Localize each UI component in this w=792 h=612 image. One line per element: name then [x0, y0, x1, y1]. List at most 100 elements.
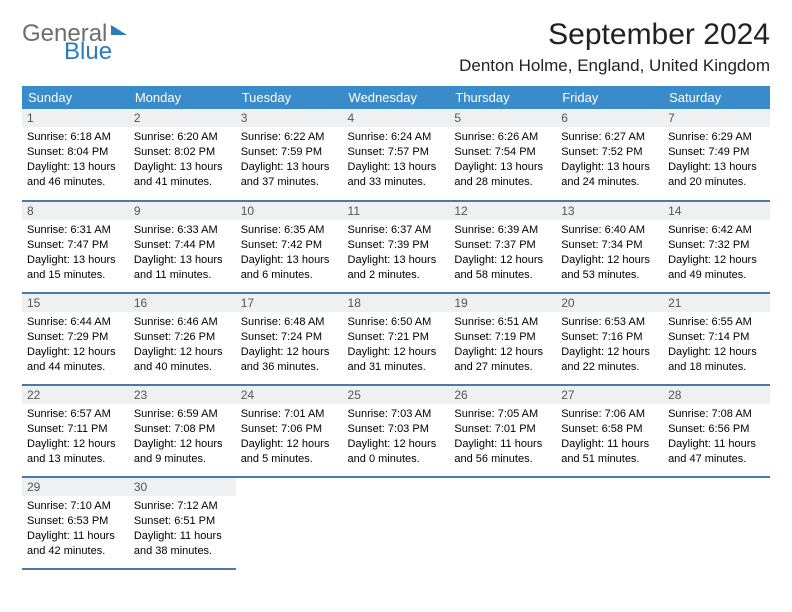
- day-number: 3: [236, 109, 343, 127]
- day-body: Sunrise: 6:50 AMSunset: 7:21 PMDaylight:…: [343, 312, 450, 380]
- calendar-cell: 24Sunrise: 7:01 AMSunset: 7:06 PMDayligh…: [236, 385, 343, 477]
- weekday-header: Thursday: [449, 86, 556, 109]
- calendar-cell: 22Sunrise: 6:57 AMSunset: 7:11 PMDayligh…: [22, 385, 129, 477]
- calendar-cell: 25Sunrise: 7:03 AMSunset: 7:03 PMDayligh…: [343, 385, 450, 477]
- calendar-cell: 19Sunrise: 6:51 AMSunset: 7:19 PMDayligh…: [449, 293, 556, 385]
- weekday-header: Monday: [129, 86, 236, 109]
- calendar-head: SundayMondayTuesdayWednesdayThursdayFrid…: [22, 86, 770, 109]
- calendar-cell: 18Sunrise: 6:50 AMSunset: 7:21 PMDayligh…: [343, 293, 450, 385]
- day-body: Sunrise: 6:51 AMSunset: 7:19 PMDaylight:…: [449, 312, 556, 380]
- day-number: 20: [556, 294, 663, 312]
- day-body: Sunrise: 7:01 AMSunset: 7:06 PMDaylight:…: [236, 404, 343, 472]
- weekday-header: Saturday: [663, 86, 770, 109]
- calendar-cell: 1Sunrise: 6:18 AMSunset: 8:04 PMDaylight…: [22, 109, 129, 201]
- day-number: 23: [129, 386, 236, 404]
- calendar-cell: 15Sunrise: 6:44 AMSunset: 7:29 PMDayligh…: [22, 293, 129, 385]
- day-body: Sunrise: 7:10 AMSunset: 6:53 PMDaylight:…: [22, 496, 129, 564]
- day-body: Sunrise: 6:18 AMSunset: 8:04 PMDaylight:…: [22, 127, 129, 195]
- day-number: 27: [556, 386, 663, 404]
- day-number: 25: [343, 386, 450, 404]
- day-number: 1: [22, 109, 129, 127]
- day-body: Sunrise: 6:31 AMSunset: 7:47 PMDaylight:…: [22, 220, 129, 288]
- calendar-cell: 21Sunrise: 6:55 AMSunset: 7:14 PMDayligh…: [663, 293, 770, 385]
- calendar-cell: [663, 477, 770, 569]
- weekday-header: Wednesday: [343, 86, 450, 109]
- day-body: Sunrise: 7:06 AMSunset: 6:58 PMDaylight:…: [556, 404, 663, 472]
- day-number: 29: [22, 478, 129, 496]
- calendar-body: 1Sunrise: 6:18 AMSunset: 8:04 PMDaylight…: [22, 109, 770, 569]
- day-number: 5: [449, 109, 556, 127]
- logo-line2: Blue: [64, 40, 127, 64]
- calendar-cell: 27Sunrise: 7:06 AMSunset: 6:58 PMDayligh…: [556, 385, 663, 477]
- calendar-cell: 11Sunrise: 6:37 AMSunset: 7:39 PMDayligh…: [343, 201, 450, 293]
- day-number: 12: [449, 202, 556, 220]
- day-number: 11: [343, 202, 450, 220]
- day-body: Sunrise: 6:26 AMSunset: 7:54 PMDaylight:…: [449, 127, 556, 195]
- calendar-cell: 16Sunrise: 6:46 AMSunset: 7:26 PMDayligh…: [129, 293, 236, 385]
- calendar-cell: 12Sunrise: 6:39 AMSunset: 7:37 PMDayligh…: [449, 201, 556, 293]
- calendar-cell: 20Sunrise: 6:53 AMSunset: 7:16 PMDayligh…: [556, 293, 663, 385]
- logo: General Blue: [22, 18, 127, 64]
- day-number: 9: [129, 202, 236, 220]
- weekday-header: Friday: [556, 86, 663, 109]
- day-number: 7: [663, 109, 770, 127]
- day-number: 30: [129, 478, 236, 496]
- day-body: Sunrise: 6:57 AMSunset: 7:11 PMDaylight:…: [22, 404, 129, 472]
- day-number: 22: [22, 386, 129, 404]
- day-body: Sunrise: 6:27 AMSunset: 7:52 PMDaylight:…: [556, 127, 663, 195]
- calendar-cell: [556, 477, 663, 569]
- title-block: September 2024 Denton Holme, England, Un…: [459, 18, 770, 76]
- calendar-cell: 28Sunrise: 7:08 AMSunset: 6:56 PMDayligh…: [663, 385, 770, 477]
- day-body: Sunrise: 6:53 AMSunset: 7:16 PMDaylight:…: [556, 312, 663, 380]
- day-body: Sunrise: 6:59 AMSunset: 7:08 PMDaylight:…: [129, 404, 236, 472]
- day-body: Sunrise: 7:08 AMSunset: 6:56 PMDaylight:…: [663, 404, 770, 472]
- calendar-cell: [343, 477, 450, 569]
- calendar-cell: 29Sunrise: 7:10 AMSunset: 6:53 PMDayligh…: [22, 477, 129, 569]
- day-body: Sunrise: 7:05 AMSunset: 7:01 PMDaylight:…: [449, 404, 556, 472]
- day-body: Sunrise: 6:40 AMSunset: 7:34 PMDaylight:…: [556, 220, 663, 288]
- calendar-cell: 2Sunrise: 6:20 AMSunset: 8:02 PMDaylight…: [129, 109, 236, 201]
- calendar-cell: 3Sunrise: 6:22 AMSunset: 7:59 PMDaylight…: [236, 109, 343, 201]
- day-number: 4: [343, 109, 450, 127]
- calendar-cell: 17Sunrise: 6:48 AMSunset: 7:24 PMDayligh…: [236, 293, 343, 385]
- day-body: Sunrise: 6:33 AMSunset: 7:44 PMDaylight:…: [129, 220, 236, 288]
- day-number: 13: [556, 202, 663, 220]
- logo-triangle-icon: [111, 25, 127, 35]
- day-body: Sunrise: 6:48 AMSunset: 7:24 PMDaylight:…: [236, 312, 343, 380]
- day-body: Sunrise: 6:39 AMSunset: 7:37 PMDaylight:…: [449, 220, 556, 288]
- day-number: 14: [663, 202, 770, 220]
- day-number: 8: [22, 202, 129, 220]
- day-body: Sunrise: 6:29 AMSunset: 7:49 PMDaylight:…: [663, 127, 770, 195]
- calendar-cell: 26Sunrise: 7:05 AMSunset: 7:01 PMDayligh…: [449, 385, 556, 477]
- calendar-cell: 13Sunrise: 6:40 AMSunset: 7:34 PMDayligh…: [556, 201, 663, 293]
- day-number: 2: [129, 109, 236, 127]
- day-number: 6: [556, 109, 663, 127]
- weekday-header: Sunday: [22, 86, 129, 109]
- calendar-cell: 4Sunrise: 6:24 AMSunset: 7:57 PMDaylight…: [343, 109, 450, 201]
- calendar-cell: 8Sunrise: 6:31 AMSunset: 7:47 PMDaylight…: [22, 201, 129, 293]
- calendar-cell: [236, 477, 343, 569]
- calendar-cell: 23Sunrise: 6:59 AMSunset: 7:08 PMDayligh…: [129, 385, 236, 477]
- day-body: Sunrise: 6:44 AMSunset: 7:29 PMDaylight:…: [22, 312, 129, 380]
- day-number: 24: [236, 386, 343, 404]
- day-number: 10: [236, 202, 343, 220]
- day-body: Sunrise: 6:24 AMSunset: 7:57 PMDaylight:…: [343, 127, 450, 195]
- location: Denton Holme, England, United Kingdom: [459, 56, 770, 76]
- calendar-cell: [449, 477, 556, 569]
- calendar-cell: 9Sunrise: 6:33 AMSunset: 7:44 PMDaylight…: [129, 201, 236, 293]
- day-body: Sunrise: 6:20 AMSunset: 8:02 PMDaylight:…: [129, 127, 236, 195]
- day-body: Sunrise: 6:35 AMSunset: 7:42 PMDaylight:…: [236, 220, 343, 288]
- day-number: 15: [22, 294, 129, 312]
- day-number: 21: [663, 294, 770, 312]
- calendar-cell: 14Sunrise: 6:42 AMSunset: 7:32 PMDayligh…: [663, 201, 770, 293]
- day-number: 28: [663, 386, 770, 404]
- day-body: Sunrise: 7:12 AMSunset: 6:51 PMDaylight:…: [129, 496, 236, 564]
- day-number: 16: [129, 294, 236, 312]
- day-body: Sunrise: 6:55 AMSunset: 7:14 PMDaylight:…: [663, 312, 770, 380]
- day-number: 19: [449, 294, 556, 312]
- weekday-header: Tuesday: [236, 86, 343, 109]
- calendar-cell: 30Sunrise: 7:12 AMSunset: 6:51 PMDayligh…: [129, 477, 236, 569]
- day-body: Sunrise: 6:46 AMSunset: 7:26 PMDaylight:…: [129, 312, 236, 380]
- calendar-cell: 5Sunrise: 6:26 AMSunset: 7:54 PMDaylight…: [449, 109, 556, 201]
- month-title: September 2024: [459, 18, 770, 52]
